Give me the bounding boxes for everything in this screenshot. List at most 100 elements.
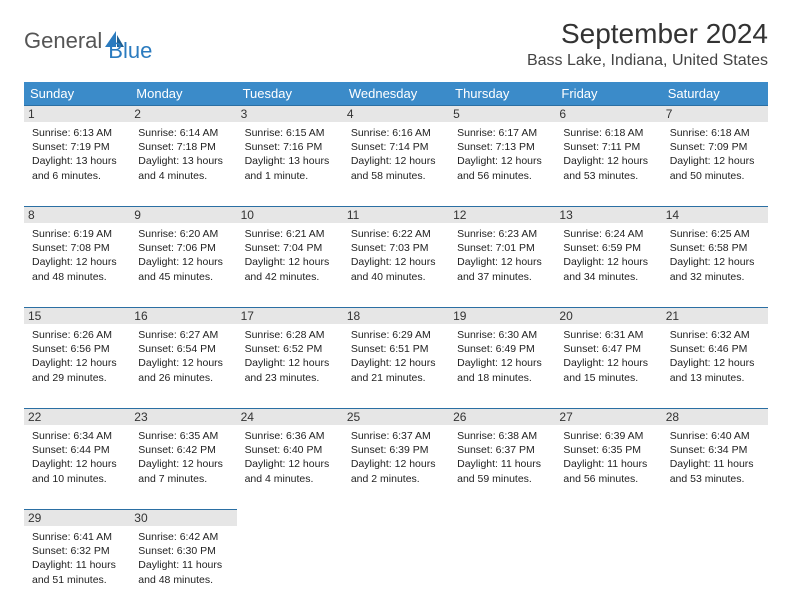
day-number: 12	[449, 206, 555, 223]
daylight2-text: and 37 minutes.	[453, 270, 551, 284]
daylight1-text: Daylight: 12 hours	[559, 255, 657, 269]
daylight2-text: and 56 minutes.	[453, 169, 551, 183]
calendar-week-row: 1Sunrise: 6:13 AMSunset: 7:19 PMDaylight…	[24, 105, 768, 206]
daylight1-text: Daylight: 12 hours	[666, 255, 764, 269]
brand-logo: General Blue	[24, 18, 152, 64]
calendar-day-cell: 24Sunrise: 6:36 AMSunset: 6:40 PMDayligh…	[237, 408, 343, 509]
sunset-text: Sunset: 7:08 PM	[28, 241, 126, 255]
weekday-header: Wednesday	[343, 82, 449, 105]
sunset-text: Sunset: 7:06 PM	[134, 241, 232, 255]
calendar-body: 1Sunrise: 6:13 AMSunset: 7:19 PMDaylight…	[24, 105, 768, 610]
sunset-text: Sunset: 6:40 PM	[241, 443, 339, 457]
sunrise-text: Sunrise: 6:35 AM	[134, 429, 232, 443]
day-number: 1	[24, 105, 130, 122]
daylight2-text: and 26 minutes.	[134, 371, 232, 385]
day-number: 11	[343, 206, 449, 223]
sunset-text: Sunset: 6:56 PM	[28, 342, 126, 356]
day-number: 4	[343, 105, 449, 122]
calendar-week-row: 29Sunrise: 6:41 AMSunset: 6:32 PMDayligh…	[24, 509, 768, 610]
calendar-day-cell: 20Sunrise: 6:31 AMSunset: 6:47 PMDayligh…	[555, 307, 661, 408]
calendar-day-cell	[237, 509, 343, 610]
sunrise-text: Sunrise: 6:18 AM	[559, 126, 657, 140]
sunrise-text: Sunrise: 6:25 AM	[666, 227, 764, 241]
sunset-text: Sunset: 7:14 PM	[347, 140, 445, 154]
sunset-text: Sunset: 6:32 PM	[28, 544, 126, 558]
sunset-text: Sunset: 7:11 PM	[559, 140, 657, 154]
sunset-text: Sunset: 6:49 PM	[453, 342, 551, 356]
calendar-day-cell: 16Sunrise: 6:27 AMSunset: 6:54 PMDayligh…	[130, 307, 236, 408]
sunset-text: Sunset: 7:03 PM	[347, 241, 445, 255]
daylight1-text: Daylight: 12 hours	[559, 154, 657, 168]
daylight1-text: Daylight: 12 hours	[559, 356, 657, 370]
sunrise-text: Sunrise: 6:24 AM	[559, 227, 657, 241]
sunrise-text: Sunrise: 6:41 AM	[28, 530, 126, 544]
day-number: 10	[237, 206, 343, 223]
day-number: 16	[130, 307, 236, 324]
calendar-week-row: 15Sunrise: 6:26 AMSunset: 6:56 PMDayligh…	[24, 307, 768, 408]
day-number: 18	[343, 307, 449, 324]
calendar-day-cell: 25Sunrise: 6:37 AMSunset: 6:39 PMDayligh…	[343, 408, 449, 509]
daylight1-text: Daylight: 12 hours	[666, 154, 764, 168]
daylight2-text: and 23 minutes.	[241, 371, 339, 385]
day-number: 30	[130, 509, 236, 526]
daylight1-text: Daylight: 12 hours	[134, 255, 232, 269]
daylight1-text: Daylight: 12 hours	[453, 255, 551, 269]
sunrise-text: Sunrise: 6:38 AM	[453, 429, 551, 443]
sunset-text: Sunset: 6:30 PM	[134, 544, 232, 558]
daylight1-text: Daylight: 12 hours	[241, 457, 339, 471]
sunset-text: Sunset: 6:51 PM	[347, 342, 445, 356]
calendar-day-cell: 26Sunrise: 6:38 AMSunset: 6:37 PMDayligh…	[449, 408, 555, 509]
calendar-day-cell: 13Sunrise: 6:24 AMSunset: 6:59 PMDayligh…	[555, 206, 661, 307]
calendar-day-cell: 10Sunrise: 6:21 AMSunset: 7:04 PMDayligh…	[237, 206, 343, 307]
weekday-header: Tuesday	[237, 82, 343, 105]
day-number: 9	[130, 206, 236, 223]
daylight1-text: Daylight: 11 hours	[666, 457, 764, 471]
daylight1-text: Daylight: 12 hours	[241, 356, 339, 370]
day-number: 26	[449, 408, 555, 425]
weekday-header: Sunday	[24, 82, 130, 105]
daylight1-text: Daylight: 11 hours	[559, 457, 657, 471]
day-number: 2	[130, 105, 236, 122]
daylight2-text: and 42 minutes.	[241, 270, 339, 284]
sunrise-text: Sunrise: 6:13 AM	[28, 126, 126, 140]
page-header: General Blue September 2024 Bass Lake, I…	[24, 18, 768, 70]
calendar-day-cell: 15Sunrise: 6:26 AMSunset: 6:56 PMDayligh…	[24, 307, 130, 408]
calendar-week-row: 22Sunrise: 6:34 AMSunset: 6:44 PMDayligh…	[24, 408, 768, 509]
sunset-text: Sunset: 6:35 PM	[559, 443, 657, 457]
sunset-text: Sunset: 6:58 PM	[666, 241, 764, 255]
sunrise-text: Sunrise: 6:23 AM	[453, 227, 551, 241]
calendar-week-row: 8Sunrise: 6:19 AMSunset: 7:08 PMDaylight…	[24, 206, 768, 307]
daylight2-text: and 32 minutes.	[666, 270, 764, 284]
calendar-day-cell: 3Sunrise: 6:15 AMSunset: 7:16 PMDaylight…	[237, 105, 343, 206]
sunset-text: Sunset: 6:44 PM	[28, 443, 126, 457]
sunrise-text: Sunrise: 6:20 AM	[134, 227, 232, 241]
daylight2-text: and 34 minutes.	[559, 270, 657, 284]
daylight1-text: Daylight: 12 hours	[28, 356, 126, 370]
sunrise-text: Sunrise: 6:40 AM	[666, 429, 764, 443]
calendar-day-cell: 23Sunrise: 6:35 AMSunset: 6:42 PMDayligh…	[130, 408, 236, 509]
daylight2-text: and 10 minutes.	[28, 472, 126, 486]
weekday-header: Thursday	[449, 82, 555, 105]
calendar-day-cell: 12Sunrise: 6:23 AMSunset: 7:01 PMDayligh…	[449, 206, 555, 307]
calendar-day-cell: 11Sunrise: 6:22 AMSunset: 7:03 PMDayligh…	[343, 206, 449, 307]
calendar-day-cell	[449, 509, 555, 610]
daylight1-text: Daylight: 12 hours	[134, 356, 232, 370]
weekday-header: Saturday	[662, 82, 768, 105]
sunrise-text: Sunrise: 6:32 AM	[666, 328, 764, 342]
daylight2-text: and 15 minutes.	[559, 371, 657, 385]
weekday-header-row: Sunday Monday Tuesday Wednesday Thursday…	[24, 82, 768, 105]
sunset-text: Sunset: 6:47 PM	[559, 342, 657, 356]
sunrise-text: Sunrise: 6:37 AM	[347, 429, 445, 443]
calendar-day-cell: 28Sunrise: 6:40 AMSunset: 6:34 PMDayligh…	[662, 408, 768, 509]
location-text: Bass Lake, Indiana, United States	[527, 52, 768, 70]
day-number: 7	[662, 105, 768, 122]
daylight1-text: Daylight: 12 hours	[241, 255, 339, 269]
daylight2-text: and 4 minutes.	[241, 472, 339, 486]
brand-part1: General	[24, 28, 102, 54]
day-number: 8	[24, 206, 130, 223]
daylight1-text: Daylight: 11 hours	[28, 558, 126, 572]
sunrise-text: Sunrise: 6:36 AM	[241, 429, 339, 443]
daylight2-text: and 13 minutes.	[666, 371, 764, 385]
daylight1-text: Daylight: 12 hours	[28, 255, 126, 269]
sunrise-text: Sunrise: 6:42 AM	[134, 530, 232, 544]
